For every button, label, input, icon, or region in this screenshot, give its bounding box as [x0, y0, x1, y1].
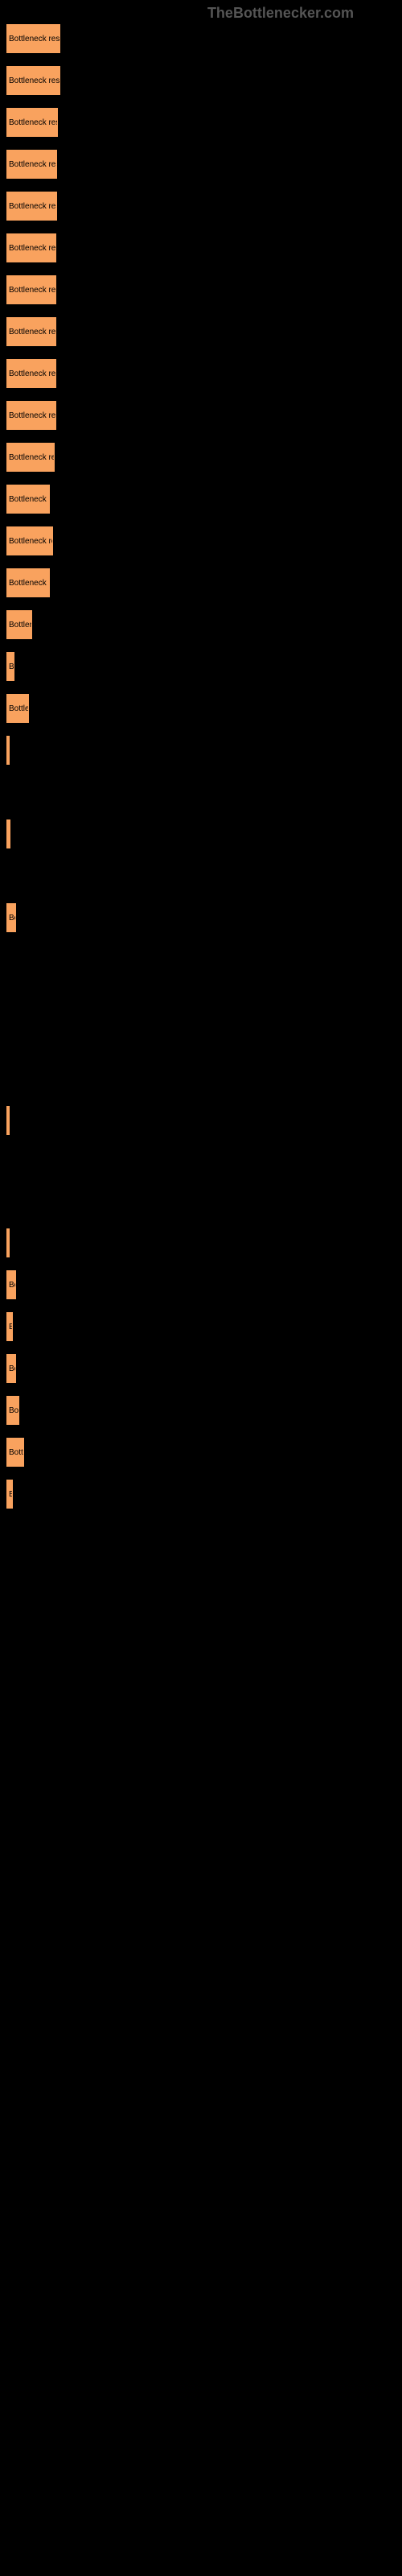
chart-bar: Bottlen — [6, 610, 32, 639]
chart-bar: B — [6, 1312, 13, 1341]
bar-row: B — [6, 1312, 402, 1343]
bar-label: Bottleneck r — [9, 495, 50, 504]
bar-row: B — [6, 1480, 402, 1510]
chart-bar: Bottleneck res — [6, 401, 56, 430]
chart-bar: Bottleneck r — [6, 485, 50, 514]
chart-bar — [6, 1106, 10, 1135]
bar-label: Bottleneck re — [9, 537, 53, 546]
bar-row: Bottleneck res — [6, 401, 402, 431]
chart-bar: Bottleneck res — [6, 233, 56, 262]
bar-row — [6, 819, 402, 850]
bar-label: Bottleneck r — [9, 579, 50, 588]
bar-row: Bottleneck r — [6, 568, 402, 599]
chart-bar: Bot — [6, 1396, 19, 1425]
bar-label: Bottlen — [9, 621, 32, 630]
bar-row: Bo — [6, 903, 402, 934]
bar-label: Bottleneck resu — [9, 76, 60, 85]
bar-row: Bottl — [6, 1438, 402, 1468]
bar-label: Bo — [9, 663, 14, 671]
bar-label: B — [9, 1490, 13, 1499]
bar-row: Bottleneck res — [6, 192, 402, 222]
chart-bar: B — [6, 1480, 13, 1509]
bar-row — [6, 1106, 402, 1137]
bar-row: Bottleneck r — [6, 485, 402, 515]
chart-bar — [6, 819, 10, 848]
chart-bar: Bo — [6, 1354, 16, 1383]
bar-label: Bottleneck res — [9, 202, 57, 211]
bar-label: Bo — [9, 1364, 16, 1373]
bar-label: Bottleneck res — [9, 328, 56, 336]
bar-row: Bo — [6, 1270, 402, 1301]
bar-label: Bottleneck res — [9, 411, 56, 420]
bar-label: Bottleneck resu — [9, 118, 58, 127]
bar-row: Bo — [6, 652, 402, 683]
bar-row: Bottleneck re — [6, 526, 402, 557]
chart-bar: Bottleneck res — [6, 150, 57, 179]
bar-label: Bottleneck res — [9, 160, 57, 169]
bar-label: Bot — [9, 1406, 19, 1415]
chart-bar: Bottleneck re — [6, 526, 53, 555]
bar-row: Bottleneck res — [6, 317, 402, 348]
chart-bar: Bottleneck r — [6, 568, 50, 597]
chart-bar: Bottleneck res — [6, 317, 56, 346]
chart-bar: Bottleneck resu — [6, 24, 60, 53]
chart-bar: Bottleneck re — [6, 443, 55, 472]
chart-bar: Bo — [6, 652, 14, 681]
bar-label: Bottleneck res — [9, 286, 56, 295]
bar-label: Bottleneck res — [9, 369, 56, 378]
chart-bar: Bottleneck res — [6, 192, 57, 221]
bar-label: Bottl — [9, 1448, 24, 1457]
bar-row: Bottleneck res — [6, 233, 402, 264]
bar-row: Bottleneck res — [6, 275, 402, 306]
chart-bar: Bottl — [6, 1438, 24, 1467]
bar-label: Bo — [9, 1281, 16, 1290]
bar-label: Bottleneck res — [9, 244, 56, 253]
bar-row — [6, 1228, 402, 1259]
chart-bar: Bottleneck resu — [6, 66, 60, 95]
chart-bar: Bo — [6, 1270, 16, 1299]
bar-row: Bottlen — [6, 610, 402, 641]
bar-row: Bottleneck resu — [6, 108, 402, 138]
chart-bar: Bottleneck resu — [6, 108, 58, 137]
chart-bar — [6, 736, 10, 765]
bar-row: Bottleneck resu — [6, 66, 402, 97]
bar-row: Bo — [6, 1354, 402, 1385]
bar-row: Bottleneck res — [6, 150, 402, 180]
bar-chart: Bottleneck resu Bottleneck resu Bottleneck… — [0, 0, 402, 1510]
bar-label: Bottleneck re — [9, 453, 55, 462]
chart-bar — [6, 1228, 10, 1257]
watermark-text: TheBottlenecker.com — [207, 5, 354, 22]
bar-label: Bottleneck resu — [9, 35, 60, 43]
bar-label: Bottle — [9, 704, 29, 713]
bar-row: Bottleneck re — [6, 443, 402, 473]
bar-row: Bot — [6, 1396, 402, 1426]
chart-bar: Bottle — [6, 694, 29, 723]
bar-label: B — [9, 1323, 13, 1331]
bar-label: Bo — [9, 914, 16, 923]
bar-row: Bottle — [6, 694, 402, 724]
chart-bar: Bottleneck res — [6, 359, 56, 388]
bar-row — [6, 736, 402, 766]
bar-row: Bottleneck resu — [6, 24, 402, 55]
chart-bar: Bottleneck res — [6, 275, 56, 304]
bar-row: Bottleneck res — [6, 359, 402, 390]
chart-bar: Bo — [6, 903, 16, 932]
